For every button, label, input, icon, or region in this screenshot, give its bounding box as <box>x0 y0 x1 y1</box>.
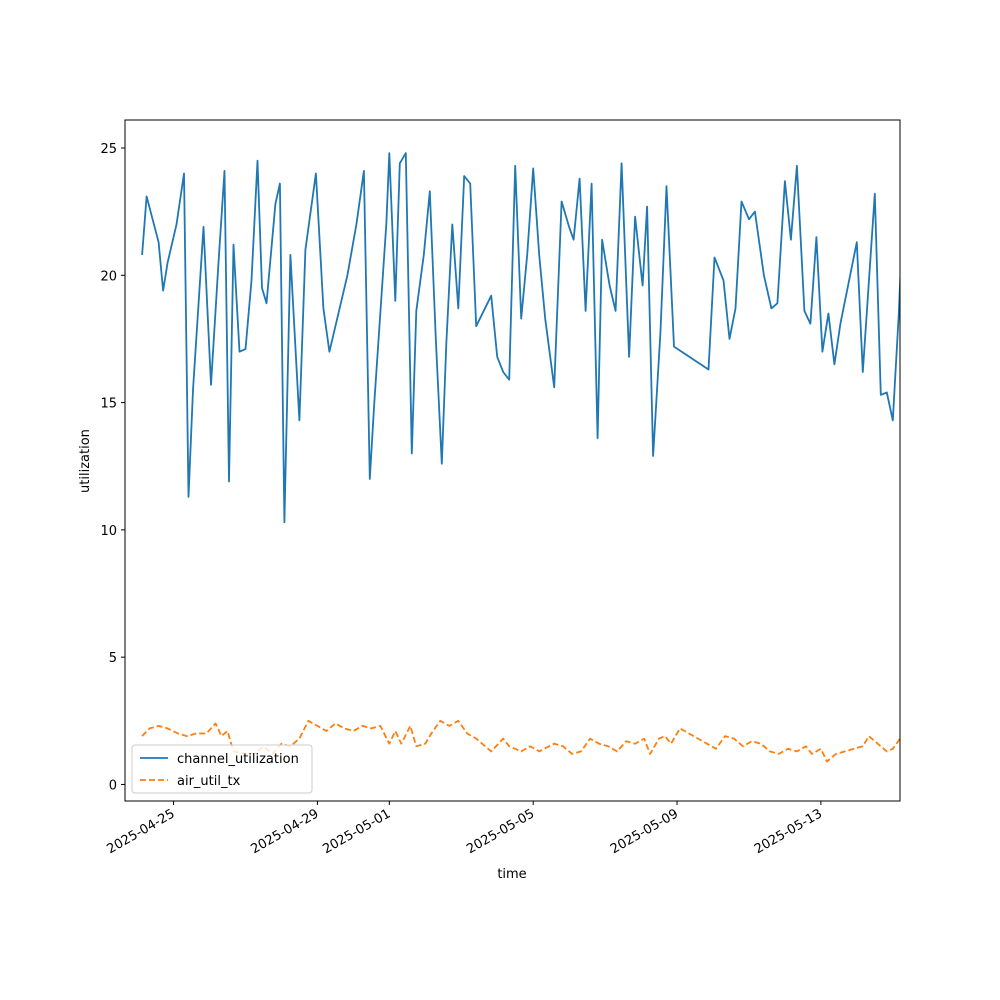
y-tick-label: 25 <box>100 142 117 157</box>
y-axis-label: utilization <box>78 429 93 493</box>
legend-label-air_util_tx: air_util_tx <box>177 774 241 789</box>
y-tick-label: 20 <box>100 269 117 284</box>
y-axis: 0 5 10 15 20 25 <box>100 142 125 793</box>
series-line-air_util_tx <box>141 719 900 763</box>
y-tick-label: 15 <box>100 397 117 412</box>
y-tick-label: 0 <box>109 778 117 793</box>
plot-frame <box>124 119 901 802</box>
y-tick-label: 10 <box>100 524 117 539</box>
legend-box <box>131 744 313 794</box>
x-axis-label: time <box>497 867 526 882</box>
series-line-channel_utilization <box>141 152 900 524</box>
series-layer <box>141 152 900 763</box>
legend: channel_utilization air_util_tx <box>131 744 313 794</box>
y-tick-label: 5 <box>109 651 117 666</box>
legend-label-channel_utilization: channel_utilization <box>177 752 299 767</box>
